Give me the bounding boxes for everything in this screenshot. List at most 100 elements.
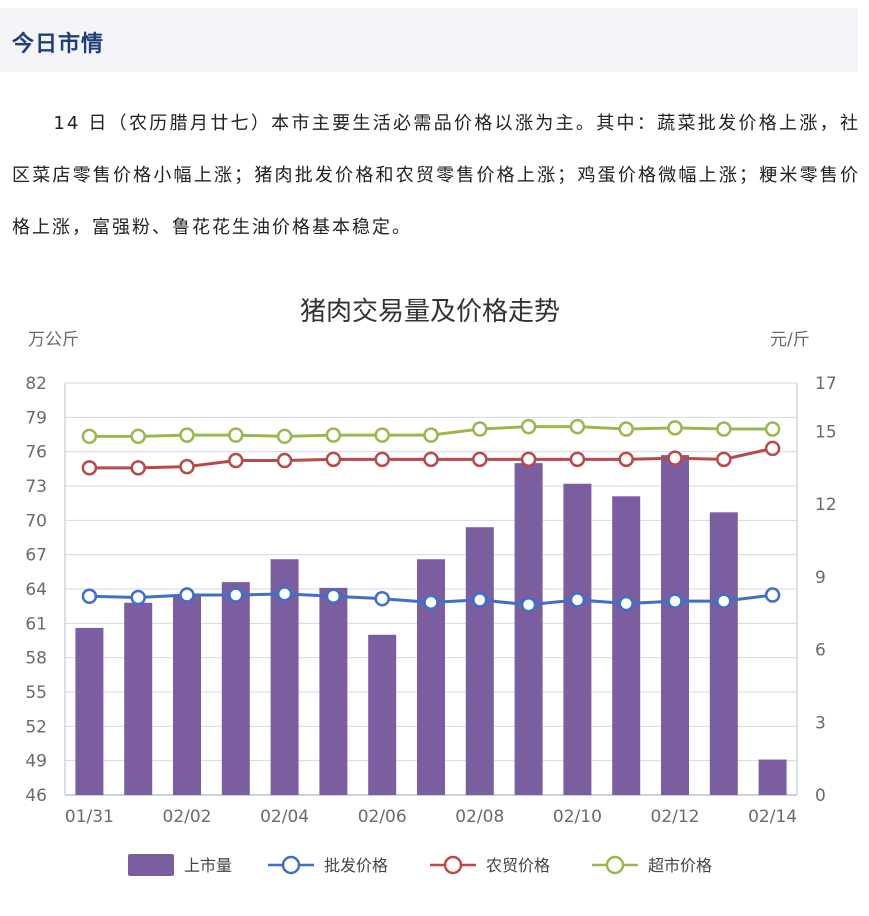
bar-02-02 bbox=[173, 594, 201, 795]
series-point bbox=[764, 587, 781, 603]
bar-02-10 bbox=[563, 483, 592, 795]
right-tick-label: 3 bbox=[815, 713, 826, 733]
right-axis-unit: 元/斤 bbox=[770, 330, 810, 350]
series-point bbox=[374, 427, 390, 443]
right-tick-label: 17 bbox=[815, 374, 837, 394]
left-tick-label: 55 bbox=[25, 683, 47, 703]
series-point bbox=[130, 428, 146, 445]
series-point bbox=[520, 418, 537, 435]
series-point bbox=[569, 418, 586, 435]
series-point bbox=[618, 595, 634, 612]
left-tick-label: 49 bbox=[25, 752, 47, 772]
series-point bbox=[716, 451, 732, 468]
right-tick-label: 12 bbox=[815, 495, 837, 515]
legend-swatch-marker bbox=[281, 855, 301, 875]
left-tick-label: 61 bbox=[25, 614, 47, 634]
series-point bbox=[276, 452, 293, 469]
series-point bbox=[764, 421, 781, 437]
legend-swatch-marker bbox=[443, 855, 463, 875]
series-point bbox=[520, 597, 537, 613]
series-point bbox=[716, 421, 732, 437]
right-tick-label: 0 bbox=[815, 786, 826, 806]
series-point bbox=[179, 587, 195, 603]
series-point bbox=[569, 592, 586, 608]
right-tick-label: 15 bbox=[815, 422, 837, 442]
series-point bbox=[179, 458, 195, 475]
left-tick-label: 76 bbox=[25, 443, 47, 463]
series-point bbox=[423, 594, 439, 611]
section-title: 今日市情 bbox=[12, 32, 105, 57]
series-point bbox=[472, 421, 488, 437]
series-point bbox=[716, 593, 732, 609]
bar-02-13 bbox=[709, 512, 738, 795]
left-tick-label: 52 bbox=[25, 717, 47, 737]
bar-01-31 bbox=[75, 627, 104, 795]
market-summary-paragraph: 14 日（农历腊月廿七）本市主要生活必需品价格以涨为主。其中：蔬菜批发价格上涨，… bbox=[12, 113, 860, 238]
series-point bbox=[618, 451, 634, 468]
bar-02-11 bbox=[612, 496, 641, 795]
series-point bbox=[179, 427, 195, 443]
left-tick-label: 46 bbox=[25, 786, 47, 806]
x-tick-label: 02/10 bbox=[553, 807, 602, 827]
x-tick-label: 01/31 bbox=[65, 807, 114, 827]
left-tick-label: 70 bbox=[25, 511, 47, 531]
left-axis-unit: 万公斤 bbox=[28, 330, 79, 350]
legend-label: 上市量 bbox=[184, 856, 232, 875]
x-tick-label: 02/04 bbox=[260, 807, 309, 827]
series-point bbox=[325, 588, 342, 605]
series-point bbox=[228, 452, 244, 469]
series-point bbox=[569, 451, 586, 468]
series-point bbox=[276, 586, 293, 602]
x-tick-label: 02/02 bbox=[163, 807, 212, 827]
series-point bbox=[81, 588, 98, 605]
x-tick-label: 02/08 bbox=[455, 807, 504, 827]
left-tick-label: 79 bbox=[25, 408, 47, 428]
legend-label: 农贸价格 bbox=[486, 856, 550, 875]
left-tick-label: 82 bbox=[25, 374, 47, 394]
x-tick-label: 02/12 bbox=[651, 807, 700, 827]
series-point bbox=[472, 451, 488, 468]
left-tick-label: 64 bbox=[25, 580, 47, 600]
x-tick-label: 02/14 bbox=[748, 807, 797, 827]
chart-title: 猪肉交易量及价格走势 bbox=[300, 297, 560, 327]
bar-02-14 bbox=[758, 759, 787, 795]
series-point bbox=[228, 587, 244, 603]
section-header: 今日市情 bbox=[0, 8, 858, 72]
series-point bbox=[130, 460, 146, 476]
right-tick-label: 6 bbox=[815, 641, 826, 661]
left-tick-label: 58 bbox=[25, 649, 47, 669]
legend-swatch-bar bbox=[128, 854, 174, 876]
series-point bbox=[325, 427, 342, 443]
series-point bbox=[81, 428, 98, 445]
legend-label: 批发价格 bbox=[324, 856, 388, 875]
series-point bbox=[228, 427, 244, 443]
bar-02-01 bbox=[124, 602, 153, 795]
series-point bbox=[276, 428, 293, 445]
bar-02-06 bbox=[368, 634, 397, 795]
series-point bbox=[423, 427, 439, 443]
left-tick-label: 67 bbox=[25, 546, 47, 566]
bar-02-03 bbox=[221, 582, 250, 795]
left-tick-label: 73 bbox=[25, 477, 47, 497]
series-point bbox=[130, 589, 146, 606]
series-point bbox=[667, 420, 683, 436]
series-point bbox=[667, 593, 683, 609]
series-point bbox=[764, 440, 781, 457]
bar-02-09 bbox=[514, 463, 543, 795]
series-point bbox=[520, 451, 537, 468]
x-tick-label: 02/06 bbox=[358, 807, 407, 827]
right-tick-label: 9 bbox=[815, 568, 826, 588]
bar-02-12 bbox=[661, 455, 689, 795]
series-point bbox=[374, 451, 390, 468]
bar-02-08 bbox=[465, 527, 494, 795]
legend-label: 超市价格 bbox=[648, 856, 712, 875]
series-point bbox=[667, 450, 683, 466]
bar-02-05 bbox=[319, 587, 348, 795]
series-point bbox=[423, 451, 439, 468]
series-point bbox=[81, 460, 98, 476]
series-point bbox=[325, 451, 342, 468]
series-point bbox=[618, 421, 634, 437]
series-point bbox=[472, 592, 488, 608]
legend-swatch-marker bbox=[605, 855, 625, 875]
